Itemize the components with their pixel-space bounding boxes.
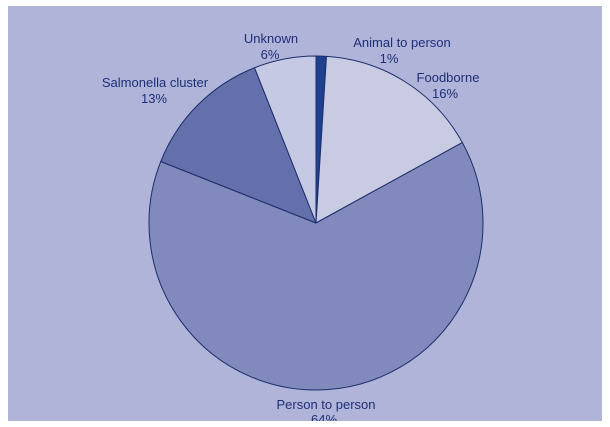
pie-slice-person-to-person bbox=[148, 142, 484, 391]
slice-label-salmonella-cluster: Salmonella cluster bbox=[102, 75, 209, 90]
slice-value-animal-to-person: 1% bbox=[380, 51, 399, 66]
slice-label-person-to-person: Person to person bbox=[276, 397, 375, 412]
pie-slice-salmonella-cluster bbox=[160, 67, 317, 224]
pie-slices bbox=[148, 55, 484, 391]
slice-value-person-to-person: 64% bbox=[311, 412, 337, 421]
slice-value-unknown: 6% bbox=[261, 47, 280, 62]
pie-chart: Animal to person 1% Foodborne 16% Person… bbox=[8, 6, 602, 421]
slice-label-foodborne: Foodborne bbox=[417, 70, 480, 85]
slice-value-foodborne: 16% bbox=[432, 86, 458, 101]
pie-slice-unknown bbox=[254, 55, 317, 224]
slice-label-unknown: Unknown bbox=[244, 31, 298, 46]
slice-label-animal-to-person: Animal to person bbox=[353, 35, 451, 50]
chart-panel: Animal to person 1% Foodborne 16% Person… bbox=[8, 6, 602, 421]
pie-labels: Animal to person 1% Foodborne 16% Person… bbox=[102, 31, 480, 421]
pie-slice-foodborne bbox=[315, 55, 463, 224]
slice-value-salmonella-cluster: 13% bbox=[141, 91, 167, 106]
